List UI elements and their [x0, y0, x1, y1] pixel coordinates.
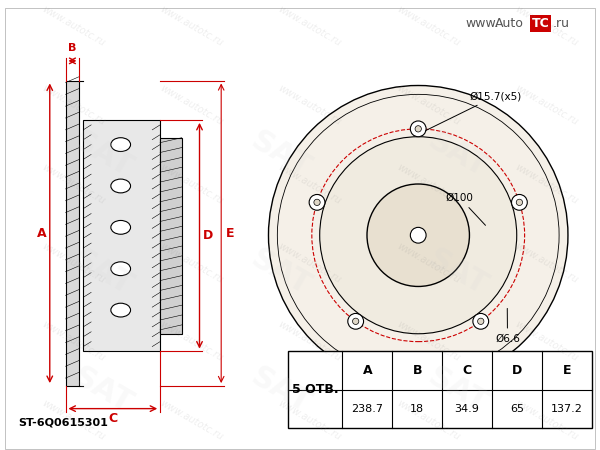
Text: 238.7: 238.7: [351, 404, 383, 414]
Circle shape: [309, 194, 325, 210]
Text: www.autotc.ru: www.autotc.ru: [513, 398, 580, 442]
Text: www.autotc.ru: www.autotc.ru: [513, 162, 580, 206]
Text: www.autotc.ru: www.autotc.ru: [40, 162, 107, 206]
Text: E: E: [226, 227, 235, 240]
Circle shape: [320, 137, 517, 334]
Text: SAT: SAT: [68, 362, 138, 419]
Circle shape: [314, 199, 320, 206]
Text: C: C: [463, 364, 472, 377]
Text: www.autotc.ru: www.autotc.ru: [158, 162, 225, 206]
Circle shape: [268, 86, 568, 385]
Text: D: D: [203, 229, 214, 242]
Text: www.autotc.ru: www.autotc.ru: [158, 398, 225, 442]
Text: www.autotc.ru: www.autotc.ru: [395, 4, 461, 49]
Text: Auto: Auto: [495, 17, 524, 30]
Text: B: B: [68, 43, 77, 53]
Text: www.autotc.ru: www.autotc.ru: [158, 83, 225, 127]
Text: www.autotc.ru: www.autotc.ru: [158, 320, 225, 364]
Text: 34.9: 34.9: [455, 404, 479, 414]
Text: Ø100: Ø100: [446, 193, 485, 225]
Text: www.autotc.ru: www.autotc.ru: [395, 83, 461, 127]
Text: A: A: [37, 227, 47, 240]
Text: www.autotc.ru: www.autotc.ru: [277, 398, 343, 442]
Text: E: E: [562, 364, 571, 377]
Text: SAT: SAT: [422, 362, 493, 419]
Text: Ø15.7(x5): Ø15.7(x5): [425, 91, 521, 130]
Text: www.: www.: [466, 17, 499, 30]
Text: Ø6.6: Ø6.6: [495, 308, 520, 344]
Circle shape: [277, 94, 559, 376]
Text: www.autotc.ru: www.autotc.ru: [395, 241, 461, 285]
Circle shape: [516, 199, 523, 206]
Text: 137.2: 137.2: [551, 404, 583, 414]
Text: www.autotc.ru: www.autotc.ru: [277, 320, 343, 364]
Text: www.autotc.ru: www.autotc.ru: [277, 241, 343, 285]
Text: SAT: SAT: [422, 244, 493, 301]
Text: 65: 65: [510, 404, 524, 414]
Text: www.autotc.ru: www.autotc.ru: [277, 4, 343, 49]
Text: C: C: [108, 412, 118, 425]
Bar: [530, 14, 551, 32]
Circle shape: [348, 314, 364, 329]
Text: www.autotc.ru: www.autotc.ru: [158, 4, 225, 49]
Text: B: B: [412, 364, 422, 377]
Circle shape: [410, 121, 426, 137]
Ellipse shape: [111, 179, 131, 193]
Text: www.autotc.ru: www.autotc.ru: [277, 83, 343, 127]
Text: www.autotc.ru: www.autotc.ru: [395, 162, 461, 206]
Text: 5 ОТВ.: 5 ОТВ.: [292, 383, 338, 396]
Circle shape: [415, 126, 421, 132]
Text: A: A: [362, 364, 372, 377]
Circle shape: [473, 314, 488, 329]
Ellipse shape: [111, 220, 131, 234]
Text: www.autotc.ru: www.autotc.ru: [513, 320, 580, 364]
Text: TC: TC: [532, 17, 549, 30]
Text: www.autotc.ru: www.autotc.ru: [395, 320, 461, 364]
Text: www.autotc.ru: www.autotc.ru: [40, 4, 107, 49]
Text: SAT: SAT: [245, 126, 315, 183]
Text: www.autotc.ru: www.autotc.ru: [158, 241, 225, 285]
Text: SAT: SAT: [245, 362, 315, 419]
Bar: [83, 120, 160, 351]
Circle shape: [353, 318, 359, 324]
Text: SAT: SAT: [245, 244, 315, 301]
Text: www.autotc.ru: www.autotc.ru: [277, 162, 343, 206]
Text: ST-6Q0615301: ST-6Q0615301: [19, 418, 109, 428]
Text: www.autotc.ru: www.autotc.ru: [513, 4, 580, 49]
Text: www.autotc.ru: www.autotc.ru: [40, 83, 107, 127]
Text: 18: 18: [410, 404, 424, 414]
Text: SAT: SAT: [68, 126, 138, 183]
Text: www.autotc.ru: www.autotc.ru: [40, 320, 107, 364]
Circle shape: [512, 194, 527, 210]
Text: www.autotc.ru: www.autotc.ru: [40, 241, 107, 285]
Text: www.autotc.ru: www.autotc.ru: [513, 83, 580, 127]
Text: SAT: SAT: [68, 244, 138, 301]
Text: SAT: SAT: [422, 126, 493, 183]
Bar: [288, 351, 592, 428]
Bar: [160, 138, 182, 334]
Circle shape: [367, 184, 469, 287]
Bar: [65, 81, 79, 386]
Ellipse shape: [111, 138, 131, 152]
Text: www.autotc.ru: www.autotc.ru: [395, 398, 461, 442]
Text: www.autotc.ru: www.autotc.ru: [40, 398, 107, 442]
Text: www.autotc.ru: www.autotc.ru: [513, 241, 580, 285]
Ellipse shape: [111, 303, 131, 317]
Text: .ru: .ru: [552, 17, 569, 30]
Circle shape: [410, 227, 426, 243]
Circle shape: [478, 318, 484, 324]
Text: D: D: [512, 364, 522, 377]
Ellipse shape: [111, 262, 131, 276]
